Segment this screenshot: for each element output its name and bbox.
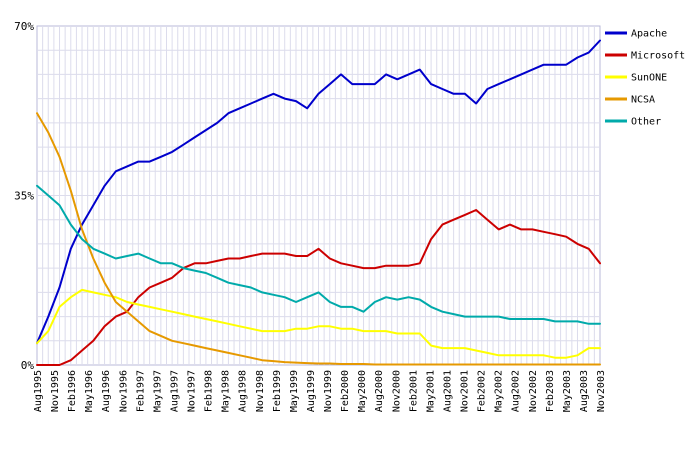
x-tick-label: Aug1999 (306, 370, 317, 412)
x-tick-label: Feb2001 (408, 370, 419, 412)
legend-label-other: Other (631, 117, 661, 128)
x-tick-label: May1998 (221, 370, 232, 412)
x-tick-label: Aug1996 (101, 370, 112, 412)
x-tick-label: May1996 (84, 370, 95, 412)
y-tick-label: 0% (21, 359, 35, 372)
x-tick-label: Nov1995 (50, 370, 61, 412)
series-line-other (36, 184, 601, 325)
x-tick-label: Nov2002 (528, 370, 539, 412)
x-tick-label: Aug2000 (374, 370, 385, 412)
x-tick-label: Feb2000 (340, 370, 351, 412)
x-tick-label: Nov2003 (596, 370, 607, 412)
x-tick-label: Feb1999 (272, 370, 283, 412)
axis-layer: 0% 35% 70% Aug1995 Nov1995 Feb1996 May1996 Aug1… (14, 20, 607, 412)
x-tick-label: Aug1997 (169, 370, 180, 412)
x-tick-label: Nov2001 (460, 370, 471, 412)
legend: Apache Microsoft SunONE NCSA Other (605, 29, 685, 128)
y-tick-label: 70% (14, 20, 34, 33)
x-tick-label: Nov1998 (255, 370, 266, 412)
x-tick-label: Nov2000 (391, 370, 402, 412)
x-tick-label: Aug2001 (442, 370, 453, 412)
x-tick-label: May1997 (152, 370, 163, 412)
series-line-microsoft (36, 209, 601, 366)
series-line-ncsa (36, 112, 601, 366)
series-line-sunone (36, 288, 601, 359)
x-tick-label: Feb1997 (135, 370, 146, 412)
x-tick-label: Nov1999 (323, 370, 334, 412)
x-tick-label: Feb1998 (204, 370, 215, 412)
x-tick-label: Aug2003 (579, 370, 590, 412)
legend-label-sunone: SunONE (631, 73, 667, 84)
x-tick-label: May2001 (425, 370, 436, 412)
x-tick-label: May2003 (562, 370, 573, 412)
x-tick-label: Feb1996 (67, 370, 78, 412)
y-tick-label: 35% (14, 190, 34, 203)
x-tick-label: Feb2003 (545, 370, 556, 412)
legend-label-microsoft: Microsoft (631, 51, 685, 62)
x-tick-label: Aug1995 (33, 370, 44, 412)
x-tick-label: May1999 (289, 370, 300, 412)
x-tick-label: Nov1996 (118, 370, 129, 412)
x-tick-label: Feb2002 (477, 370, 488, 412)
series-layer (36, 39, 601, 366)
series-line-apache (36, 39, 601, 345)
x-tick-label: May2002 (494, 370, 505, 412)
x-tick-label: Aug2002 (511, 370, 522, 412)
x-tick-label: May2000 (357, 370, 368, 412)
legend-label-apache: Apache (631, 29, 667, 40)
legend-label-ncsa: NCSA (631, 95, 655, 106)
x-tick-label: Aug1998 (238, 370, 249, 412)
x-tick-label: Nov1997 (187, 370, 198, 412)
